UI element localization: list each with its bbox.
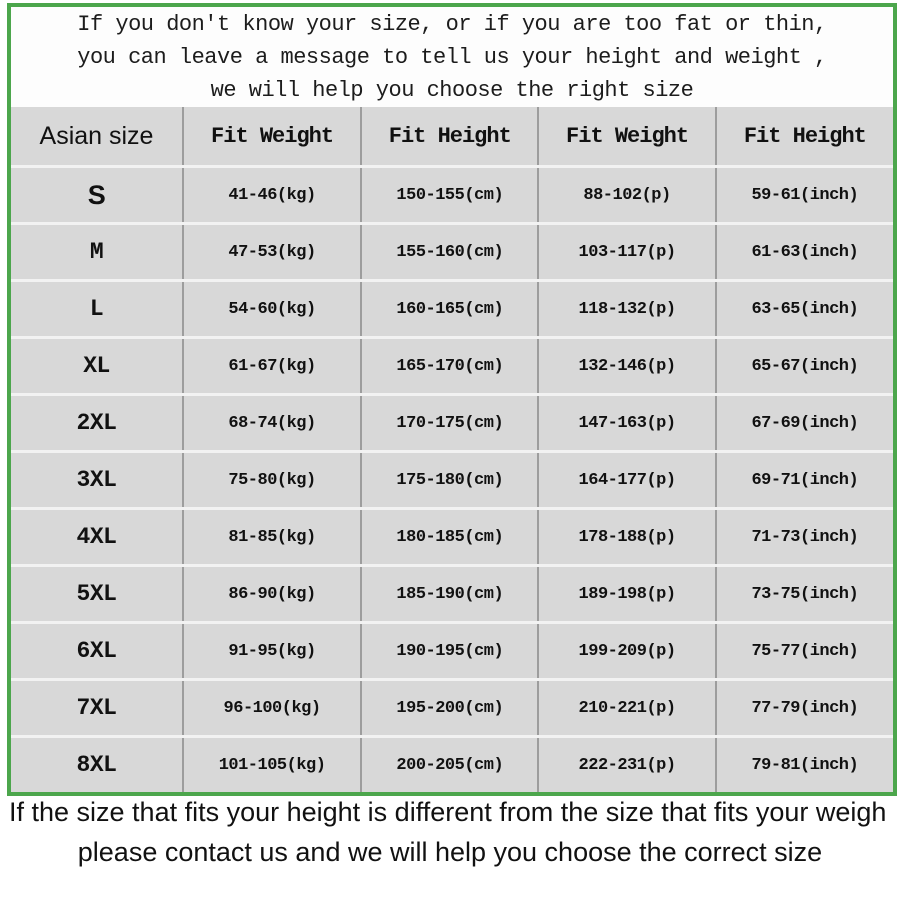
fit-weight-p-cell: 199-209(p)	[537, 621, 716, 680]
column-header-fit-height-cm: Fit Height	[360, 107, 539, 167]
fit-height-cm-cell: 170-175(cm)	[360, 393, 539, 452]
fit-height-inch-cell: 65-67(inch)	[714, 336, 893, 395]
size-table-body: S 41-46(kg) 150-155(cm) 88-102(p) 59-61(…	[11, 165, 893, 792]
size-cell: 4XL	[11, 507, 183, 566]
size-cell: S	[11, 165, 183, 224]
fit-height-inch-cell: 79-81(inch)	[714, 735, 893, 792]
fit-weight-kg-cell: 96-100(kg)	[181, 678, 362, 737]
fit-weight-p-cell: 178-188(p)	[537, 507, 716, 566]
fit-weight-kg-cell: 54-60(kg)	[181, 279, 362, 338]
footer-line: If the size that fits your height is dif…	[9, 797, 887, 827]
fit-height-inch-cell: 59-61(inch)	[714, 165, 893, 224]
fit-weight-p-cell: 210-221(p)	[537, 678, 716, 737]
fit-height-inch-cell: 73-75(inch)	[714, 564, 893, 623]
fit-height-cm-cell: 190-195(cm)	[360, 621, 539, 680]
size-cell: 3XL	[11, 450, 183, 509]
table-row: 6XL 91-95(kg) 190-195(cm) 199-209(p) 75-…	[11, 621, 893, 680]
fit-weight-kg-cell: 81-85(kg)	[181, 507, 362, 566]
intro-line: you can leave a message to tell us your …	[77, 44, 827, 70]
fit-weight-kg-cell: 91-95(kg)	[181, 621, 362, 680]
fit-weight-p-cell: 147-163(p)	[537, 393, 716, 452]
intro-line: we will help you choose the right size	[210, 77, 694, 103]
table-row: L 54-60(kg) 160-165(cm) 118-132(p) 63-65…	[11, 279, 893, 338]
fit-height-cm-cell: 195-200(cm)	[360, 678, 539, 737]
size-cell: XL	[11, 336, 183, 395]
table-row: 2XL 68-74(kg) 170-175(cm) 147-163(p) 67-…	[11, 393, 893, 452]
table-row: 5XL 86-90(kg) 185-190(cm) 189-198(p) 73-…	[11, 564, 893, 623]
fit-weight-p-cell: 103-117(p)	[537, 222, 716, 281]
fit-weight-kg-cell: 61-67(kg)	[181, 336, 362, 395]
table-row: 7XL 96-100(kg) 195-200(cm) 210-221(p) 77…	[11, 678, 893, 737]
size-cell: M	[11, 222, 183, 281]
column-header-fit-weight-p: Fit Weight	[537, 107, 716, 167]
fit-height-inch-cell: 69-71(inch)	[714, 450, 893, 509]
fit-weight-kg-cell: 41-46(kg)	[181, 165, 362, 224]
fit-height-cm-cell: 155-160(cm)	[360, 222, 539, 281]
fit-weight-kg-cell: 101-105(kg)	[181, 735, 362, 792]
table-row: 3XL 75-80(kg) 175-180(cm) 164-177(p) 69-…	[11, 450, 893, 509]
fit-height-inch-cell: 71-73(inch)	[714, 507, 893, 566]
fit-height-cm-cell: 160-165(cm)	[360, 279, 539, 338]
fit-weight-kg-cell: 68-74(kg)	[181, 393, 362, 452]
table-row: S 41-46(kg) 150-155(cm) 88-102(p) 59-61(…	[11, 165, 893, 224]
fit-weight-p-cell: 118-132(p)	[537, 279, 716, 338]
fit-weight-p-cell: 164-177(p)	[537, 450, 716, 509]
intro-note: If you don't know your size, or if you a…	[11, 7, 893, 107]
fit-weight-kg-cell: 47-53(kg)	[181, 222, 362, 281]
size-cell: 5XL	[11, 564, 183, 623]
fit-height-inch-cell: 75-77(inch)	[714, 621, 893, 680]
fit-weight-kg-cell: 86-90(kg)	[181, 564, 362, 623]
size-cell: 2XL	[11, 393, 183, 452]
fit-height-cm-cell: 175-180(cm)	[360, 450, 539, 509]
fit-weight-kg-cell: 75-80(kg)	[181, 450, 362, 509]
table-row: M 47-53(kg) 155-160(cm) 103-117(p) 61-63…	[11, 222, 893, 281]
fit-height-inch-cell: 61-63(inch)	[714, 222, 893, 281]
footer-note: If the size that fits your height is dif…	[0, 792, 900, 872]
size-cell: 7XL	[11, 678, 183, 737]
fit-height-cm-cell: 180-185(cm)	[360, 507, 539, 566]
size-cell: L	[11, 279, 183, 338]
size-cell: 6XL	[11, 621, 183, 680]
size-table: Asian size Fit Weight Fit Height Fit Wei…	[11, 107, 893, 792]
fit-height-inch-cell: 67-69(inch)	[714, 393, 893, 452]
fit-height-inch-cell: 77-79(inch)	[714, 678, 893, 737]
footer-line: please contact us and we will help you c…	[77, 837, 823, 867]
fit-height-inch-cell: 63-65(inch)	[714, 279, 893, 338]
column-header-asian-size: Asian size	[39, 121, 154, 150]
table-row: XL 61-67(kg) 165-170(cm) 132-146(p) 65-6…	[11, 336, 893, 395]
fit-weight-p-cell: 132-146(p)	[537, 336, 716, 395]
size-cell: 8XL	[11, 735, 183, 792]
fit-height-cm-cell: 150-155(cm)	[360, 165, 539, 224]
fit-height-cm-cell: 185-190(cm)	[360, 564, 539, 623]
table-row: 8XL 101-105(kg) 200-205(cm) 222-231(p) 7…	[11, 735, 893, 792]
table-row: 4XL 81-85(kg) 180-185(cm) 178-188(p) 71-…	[11, 507, 893, 566]
fit-height-cm-cell: 200-205(cm)	[360, 735, 539, 792]
fit-weight-p-cell: 222-231(p)	[537, 735, 716, 792]
column-header-fit-weight-kg: Fit Weight	[181, 107, 362, 167]
fit-weight-p-cell: 189-198(p)	[537, 564, 716, 623]
intro-line: If you don't know your size, or if you a…	[77, 11, 827, 37]
fit-weight-p-cell: 88-102(p)	[537, 165, 716, 224]
column-header-fit-height-inch: Fit Height	[714, 107, 893, 167]
fit-height-cm-cell: 165-170(cm)	[360, 336, 539, 395]
size-chart-panel: If you don't know your size, or if you a…	[7, 3, 897, 796]
table-header-row: Asian size Fit Weight Fit Height Fit Wei…	[11, 107, 893, 167]
